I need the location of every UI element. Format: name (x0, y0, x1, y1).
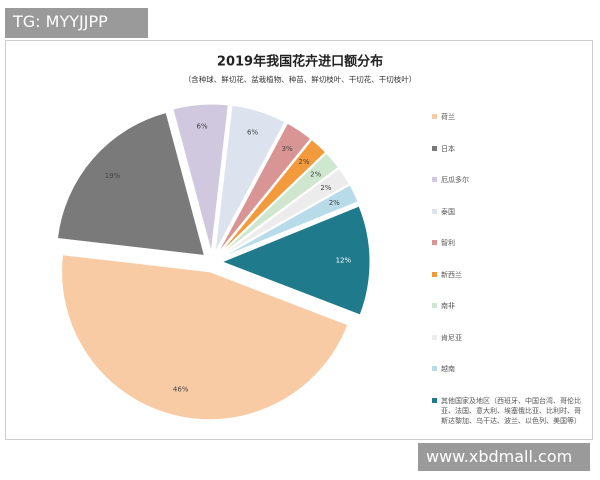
legend-swatch (432, 271, 437, 277)
legend-label: 厄瓜多尔 (441, 176, 469, 184)
legend-label: 其他国家及地区（西班牙、中国台湾、哥伦比亚、法国、意大利、埃塞俄比亚、比利时、哥… (441, 396, 581, 425)
legend-item: 肯尼亚 (432, 333, 582, 365)
legend-label: 越南 (441, 365, 455, 373)
data-label: 6% (247, 128, 258, 136)
legend-swatch (432, 240, 437, 245)
legend-label: 智利 (441, 239, 455, 247)
chart-panel (5, 40, 593, 440)
data-label: 2% (310, 170, 321, 178)
legend-label: 肯尼亚 (441, 333, 462, 342)
watermark: www.xbdmall.com (418, 443, 590, 471)
legend-swatch (432, 303, 437, 308)
pie-slice (172, 103, 229, 253)
legend-swatch (432, 366, 437, 371)
legend-swatch (432, 145, 437, 151)
pie-slice (214, 104, 286, 253)
legend-label: 荷兰 (441, 113, 455, 121)
legend-item: 越南 (432, 364, 582, 396)
legend-label: 新西兰 (441, 270, 462, 279)
legend-swatch (432, 397, 437, 403)
pie-slice (61, 254, 349, 421)
data-label: 3% (282, 145, 293, 153)
legend-label: 泰国 (441, 207, 455, 216)
data-label: 46% (173, 386, 189, 394)
legend-swatch (432, 334, 437, 340)
data-label: 2% (329, 199, 340, 207)
legend-item: 荷兰 (432, 112, 582, 144)
data-label: 6% (196, 123, 207, 131)
chart-title: 2019年我国花卉进口额分布 (217, 54, 383, 70)
pie-slice (217, 122, 312, 254)
pie-slice (220, 205, 371, 316)
pie-slice (220, 184, 359, 259)
pie-slice (56, 111, 206, 257)
legend-item: 智利 (432, 238, 582, 270)
watermark: TG: MYYJJPP (5, 8, 148, 38)
chart-subtitle: （含种球、鲜切花、盆栽植物、种苗、鲜切枝叶、干切花、干切枝叶） (184, 74, 417, 84)
pie-slice (220, 167, 351, 257)
legend-swatch (432, 177, 437, 182)
legend-label: 南非 (441, 302, 455, 310)
data-label: 12% (336, 257, 352, 265)
data-label: 2% (298, 158, 309, 166)
legend-item: 南非 (432, 301, 582, 333)
data-label: 2% (320, 184, 331, 192)
legend-item: 其他国家及地区（西班牙、中国台湾、哥伦比亚、法国、意大利、埃塞俄比亚、比利时、哥… (432, 396, 582, 428)
legend: 荷兰日本厄瓜多尔泰国智利新西兰南非肯尼亚越南其他国家及地区（西班牙、中国台湾、哥… (432, 112, 582, 427)
legend-label: 日本 (441, 144, 455, 153)
legend-item: 厄瓜多尔 (432, 175, 582, 207)
legend-swatch (432, 114, 437, 119)
legend-item: 泰国 (432, 207, 582, 239)
pie-slice (219, 152, 340, 256)
legend-swatch (432, 208, 437, 214)
data-label: 19% (105, 172, 121, 180)
pie-slice (218, 138, 327, 255)
legend-item: 日本 (432, 144, 582, 176)
legend-item: 新西兰 (432, 270, 582, 302)
